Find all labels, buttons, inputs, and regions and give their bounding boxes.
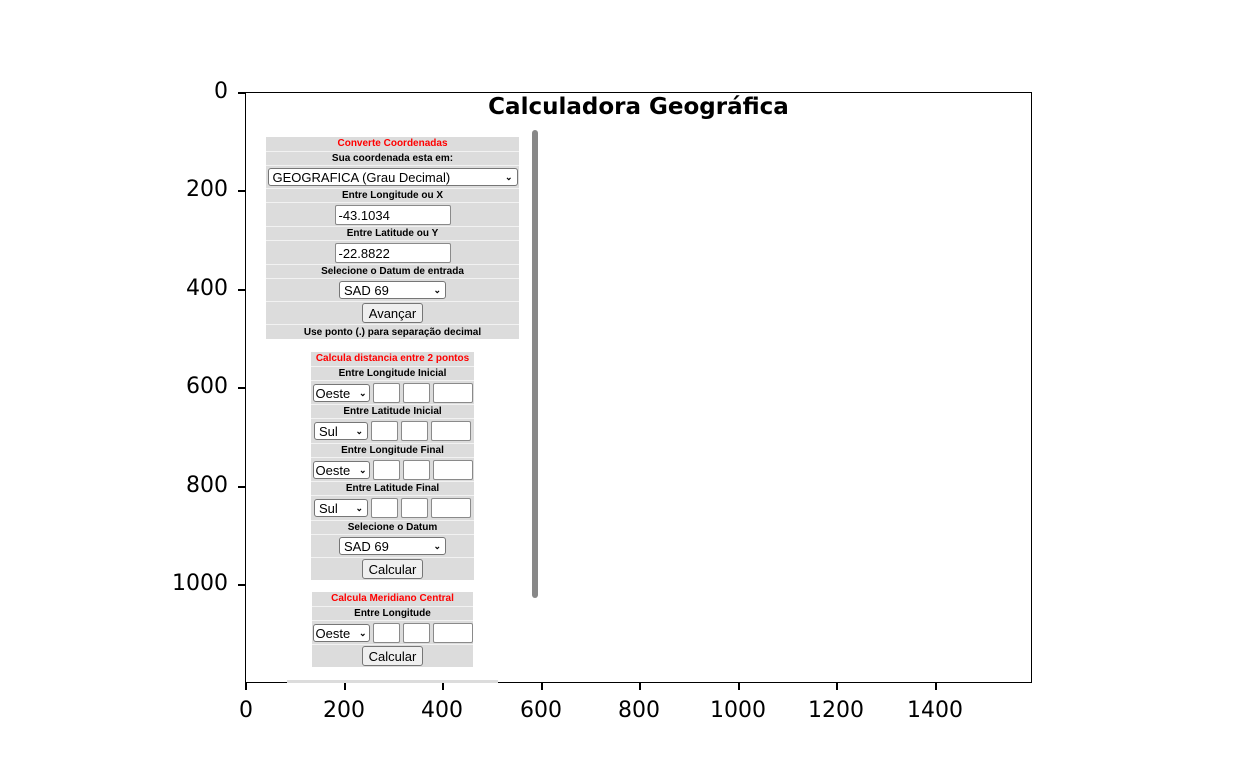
x-tick-label: 200 [323, 698, 365, 723]
latitude-final-seconds-input[interactable] [431, 498, 471, 518]
x-tick-mark [541, 683, 543, 690]
longitude-inicial-label: Entre Longitude Inicial [338, 368, 447, 379]
x-tick-label: 600 [520, 698, 562, 723]
y-tick-label: 0 [214, 79, 228, 104]
chevron-down-icon: ⌄ [433, 284, 441, 295]
meridiano-longitude-label: Entre Longitude [354, 608, 431, 619]
x-tick-mark [738, 683, 740, 690]
y-tick-label: 800 [186, 473, 228, 498]
x-tick-mark [836, 683, 838, 690]
y-tick-mark [238, 387, 245, 389]
longitude-final-direction-select[interactable]: Oeste ⌄ [312, 461, 370, 479]
longitude-inicial-minutes-input[interactable] [402, 383, 430, 403]
page-title: Calculadora Geográfica [488, 94, 789, 120]
latitude-inicial-label: Entre Latitude Inicial [343, 406, 442, 417]
x-tick-mark [245, 683, 247, 690]
chevron-down-icon: ⌄ [433, 540, 441, 551]
coord-type-select[interactable]: GEOGRAFICA (Grau Decimal) ⌄ [267, 168, 518, 186]
meridiano-heading: Calcula Meridiano Central [331, 593, 454, 604]
latitude-inicial-minutes-input[interactable] [401, 421, 428, 441]
longitude-final-minutes-input[interactable] [402, 460, 430, 480]
y-tick-mark [238, 190, 245, 192]
chevron-down-icon: ⌄ [504, 171, 513, 182]
vertical-scrollbar[interactable] [532, 130, 538, 598]
chevron-down-icon: ⌄ [358, 627, 367, 638]
coord-type-label: Sua coordenada esta em: [331, 153, 454, 164]
latitude-inicial-seconds-input[interactable] [431, 421, 471, 441]
longitude-final-seconds-input[interactable] [432, 460, 473, 480]
y-tick-label: 400 [186, 276, 228, 301]
calcular-distancia-button[interactable]: Calcular [361, 559, 424, 579]
longitude-final-label: Entre Longitude Final [341, 445, 444, 456]
meridiano-direction-select[interactable]: Oeste ⌄ [312, 624, 370, 642]
longitude-x-input[interactable]: -43.1034 [334, 205, 451, 225]
calcula-meridiano-panel: Calcula Meridiano Central Entre Longitud… [312, 592, 473, 667]
decimal-note: Use ponto (.) para separação decimal [303, 326, 482, 338]
x-tick-label: 1400 [907, 698, 963, 723]
latitude-final-minutes-input[interactable] [401, 498, 428, 518]
latitude-y-label: Entre Latitude ou Y [346, 228, 439, 239]
distancia-datum-select[interactable]: SAD 69 ⌄ [339, 537, 446, 555]
x-tick-label: 400 [421, 698, 463, 723]
chevron-down-icon: ⌄ [355, 425, 363, 436]
datum-entrada-label: Selecione o Datum de entrada [321, 266, 464, 277]
longitude-inicial-seconds-input[interactable] [432, 383, 473, 403]
y-tick-mark [238, 584, 245, 586]
y-tick-mark [238, 92, 245, 94]
latitude-inicial-direction-select[interactable]: Sul ⌄ [314, 422, 368, 440]
y-tick-mark [238, 486, 245, 488]
y-tick-mark [238, 289, 245, 291]
y-tick-label: 1000 [172, 571, 228, 596]
datum-entrada-select[interactable]: SAD 69 ⌄ [339, 281, 446, 299]
distancia-heading: Calcula distancia entre 2 pontos [315, 353, 470, 364]
meridiano-minutes-input[interactable] [402, 623, 430, 643]
longitude-final-degrees-input[interactable] [372, 460, 400, 480]
longitude-inicial-direction-select[interactable]: Oeste ⌄ [312, 384, 370, 402]
chevron-down-icon: ⌄ [358, 464, 367, 475]
converte-coordenadas-panel: Converte Coordenadas Sua coordenada esta… [266, 137, 519, 339]
x-tick-label: 800 [618, 698, 660, 723]
x-tick-mark [344, 683, 346, 690]
longitude-x-label: Entre Longitude ou X [341, 190, 444, 201]
meridiano-seconds-input[interactable] [432, 623, 473, 643]
meridiano-degrees-input[interactable] [372, 623, 400, 643]
y-tick-label: 200 [186, 177, 228, 202]
calcular-meridiano-button[interactable]: Calcular [361, 646, 424, 666]
x-tick-mark [639, 683, 641, 690]
x-tick-mark [935, 683, 937, 690]
avancar-button[interactable]: Avançar [361, 303, 424, 323]
latitude-final-degrees-input[interactable] [371, 498, 398, 518]
datum-label: Selecione o Datum [347, 522, 438, 533]
x-tick-mark [442, 683, 444, 690]
x-tick-label: 1000 [710, 698, 766, 723]
latitude-inicial-degrees-input[interactable] [371, 421, 398, 441]
latitude-final-label: Entre Latitude Final [345, 483, 440, 494]
calcula-distancia-panel: Calcula distancia entre 2 pontos Entre L… [311, 352, 474, 580]
converte-heading: Converte Coordenadas [337, 138, 448, 149]
next-panel-edge [287, 680, 498, 683]
latitude-final-direction-select[interactable]: Sul ⌄ [314, 499, 368, 517]
x-tick-label: 1200 [808, 698, 864, 723]
chevron-down-icon: ⌄ [355, 502, 363, 513]
chevron-down-icon: ⌄ [358, 387, 367, 398]
longitude-inicial-degrees-input[interactable] [372, 383, 400, 403]
x-tick-label: 0 [239, 698, 253, 723]
latitude-y-input[interactable]: -22.8822 [334, 243, 451, 263]
y-tick-label: 600 [186, 374, 228, 399]
